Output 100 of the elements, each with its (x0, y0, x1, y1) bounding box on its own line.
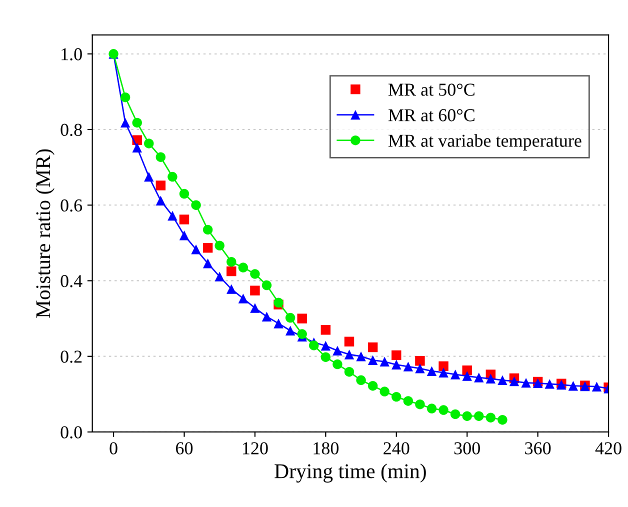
legend-label: MR at variabe temperature (388, 134, 582, 150)
x-tick-label: 360 (525, 442, 551, 454)
x-tick-label: 60 (176, 442, 193, 454)
point (262, 312, 272, 322)
point (356, 351, 366, 362)
point (380, 356, 390, 367)
y-axis-title: Moisture ratio (MR) (36, 149, 54, 318)
x-tick-label: 120 (243, 442, 268, 454)
point (179, 214, 190, 224)
point (462, 365, 472, 376)
point (509, 376, 520, 386)
point (450, 409, 460, 420)
point (238, 294, 248, 304)
point (226, 284, 236, 294)
point (156, 152, 166, 162)
point (498, 415, 508, 425)
point (168, 210, 178, 221)
point (202, 242, 213, 253)
point (474, 411, 484, 421)
point (368, 355, 378, 365)
point (380, 386, 390, 396)
point (344, 336, 354, 346)
point (168, 172, 178, 182)
y-tick-label: 0.8 (60, 124, 82, 136)
x-axis-title: Drying time (min) (274, 464, 426, 483)
point (285, 312, 296, 323)
point (438, 368, 448, 378)
point (250, 303, 260, 313)
point (392, 392, 402, 402)
point (179, 188, 190, 199)
legend-label: MR at 60°C (388, 109, 474, 122)
point (438, 361, 448, 372)
point (202, 258, 213, 268)
point (392, 350, 402, 360)
point (226, 266, 236, 276)
point (368, 342, 378, 352)
point (392, 360, 402, 370)
point (320, 325, 331, 335)
point (320, 340, 331, 351)
point (474, 372, 484, 382)
point (262, 280, 272, 290)
point (415, 364, 425, 374)
point (426, 366, 437, 376)
point (521, 378, 531, 388)
point (191, 200, 201, 210)
point (344, 366, 354, 377)
point (285, 326, 296, 336)
y-tick-label: 0.4 (60, 274, 82, 288)
point (368, 380, 378, 391)
point (426, 404, 437, 414)
point (568, 380, 578, 391)
point (544, 379, 554, 389)
point (450, 370, 460, 380)
point (320, 352, 331, 362)
point (415, 400, 425, 410)
point (592, 382, 602, 392)
x-tick-label: 180 (314, 442, 339, 454)
point (214, 272, 224, 282)
point (250, 269, 260, 279)
point (297, 329, 307, 339)
point (120, 118, 130, 128)
point (132, 142, 142, 153)
x-tick-label: 300 (454, 442, 480, 454)
point (202, 224, 213, 235)
point (415, 356, 425, 366)
point (250, 286, 260, 296)
point (403, 396, 414, 406)
x-tick-label: 240 (384, 442, 410, 454)
y-tick-label: 0.6 (60, 199, 82, 212)
point (332, 346, 342, 356)
y-tick-label: 0.2 (60, 350, 82, 363)
y-tick-label: 1.0 (62, 48, 82, 60)
point (179, 230, 190, 240)
point (226, 256, 236, 267)
y-tick-label: 0.0 (60, 426, 82, 438)
point (462, 371, 472, 381)
point (486, 412, 496, 422)
point (297, 314, 307, 324)
point (438, 405, 448, 415)
x-tick-label: 0 (110, 442, 118, 454)
point (486, 374, 496, 384)
point (274, 318, 284, 328)
point (462, 411, 472, 421)
legend-label: MR at 50°C (388, 84, 474, 96)
point (132, 118, 142, 128)
point (214, 240, 224, 250)
point (120, 92, 130, 102)
point (498, 375, 508, 386)
point (356, 375, 366, 386)
point (344, 350, 354, 360)
point (144, 172, 154, 182)
point (309, 340, 319, 350)
x-tick-label: 420 (595, 442, 622, 454)
point (191, 244, 201, 254)
point (144, 138, 154, 148)
point (332, 359, 342, 370)
point (238, 262, 248, 272)
point (156, 196, 166, 206)
point (156, 180, 166, 190)
point (403, 362, 414, 372)
